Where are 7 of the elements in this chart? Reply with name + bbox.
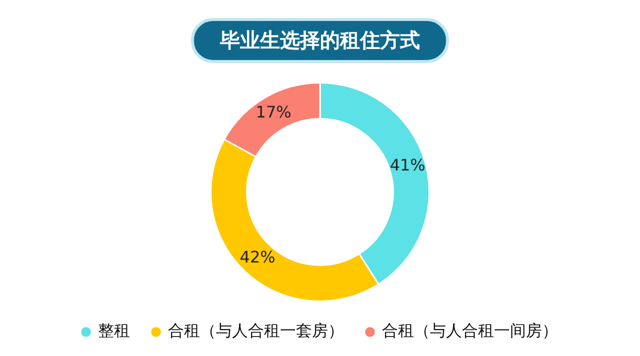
data-label: 17% [256,102,292,122]
data-label: 41% [390,156,426,175]
data-label: 42% [240,248,276,267]
legend-label: 合租（与人合租一间房） [382,321,558,340]
legend-label: 整租 [98,321,130,340]
legend-label: 合租（与人合租一套房） [168,321,344,340]
chart-title: 毕业生选择的租住方式 [191,18,449,63]
